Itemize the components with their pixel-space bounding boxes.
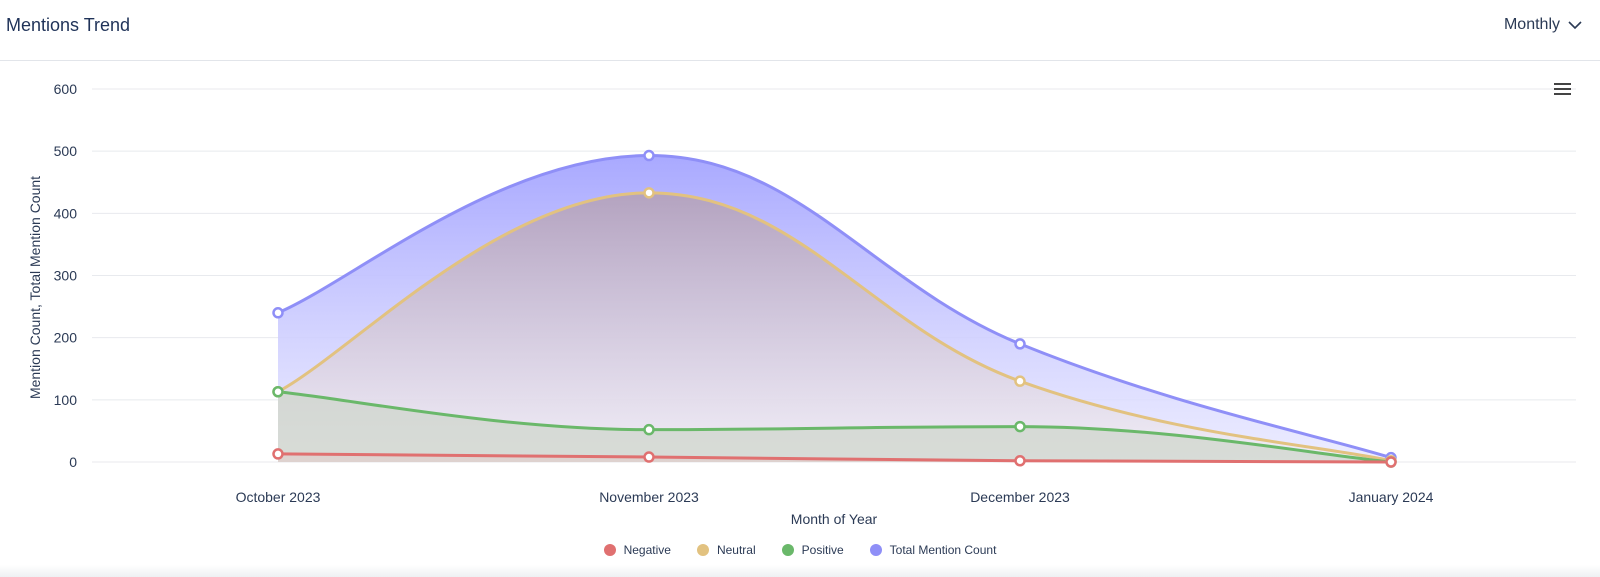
point-positive [1014, 420, 1026, 433]
hamburger-menu-icon[interactable] [1554, 82, 1572, 96]
line-neutral [277, 191, 1392, 463]
point-total-mention-count [272, 307, 284, 319]
point-negative [1014, 455, 1026, 467]
legend-label-neutral: Neutral [716, 543, 756, 557]
legend-dot-positive [781, 544, 794, 556]
legend-label-positive: Positive [801, 543, 844, 557]
legend-item-positive[interactable]: Positive [781, 543, 844, 557]
point-positive [643, 423, 655, 436]
point-negative [1385, 456, 1397, 468]
legend-item-total-mention-count[interactable]: Total Mention Count [869, 543, 997, 557]
y-tick-label: 0 [69, 454, 77, 470]
x-axis-title: Month of Year [791, 511, 878, 527]
y-tick-label: 100 [54, 392, 78, 408]
x-tick-label: January 2024 [1349, 489, 1434, 505]
chart-legend: Negative Neutral Positive Total Mention … [0, 543, 1600, 557]
legend-item-negative[interactable]: Negative [603, 543, 671, 557]
x-tick-label: December 2023 [970, 489, 1070, 505]
y-tick-label: 600 [54, 81, 78, 97]
legend-dot-negative [603, 544, 616, 556]
y-tick-label: 400 [54, 205, 78, 221]
legend-item-neutral[interactable]: Neutral [696, 543, 756, 557]
chevron-down-icon [1568, 20, 1582, 30]
point-neutral [643, 187, 655, 199]
point-positive [272, 386, 284, 398]
legend-dot-neutral [696, 544, 709, 556]
mentions-trend-chart: 0 100 200 300 400 500 600 October 2023 November … [27, 81, 1576, 527]
y-tick-label: 500 [54, 143, 78, 159]
legend-label-negative: Negative [623, 543, 671, 557]
point-negative [643, 451, 655, 463]
period-dropdown-label: Monthly [1503, 16, 1560, 33]
legend-dot-total-mention-count [869, 544, 882, 556]
x-tick-label: October 2023 [236, 489, 321, 505]
area-neutral [278, 192, 1391, 462]
area-positive [278, 391, 1391, 462]
y-tick-label: 300 [54, 268, 78, 284]
line-positive [277, 390, 1392, 464]
legend-label-total-mention-count: Total Mention Count [889, 543, 997, 557]
point-total-mention-count [643, 149, 655, 162]
chart-header: Mentions Trend Monthly [0, 0, 1600, 61]
point-neutral [1014, 375, 1026, 387]
line-total-mention-count [277, 154, 1392, 460]
line-negative [277, 452, 1392, 464]
point-total-mention-count [1014, 338, 1026, 350]
x-tick-label: November 2023 [599, 489, 699, 505]
chart-title: Mentions Trend [6, 15, 131, 35]
y-axis-title: Mention Count, Total Mention Count [27, 176, 43, 399]
point-negative [272, 448, 284, 460]
bottom-shadow [0, 565, 1600, 577]
y-tick-label: 200 [54, 330, 78, 346]
area-negative [278, 453, 1391, 462]
period-dropdown[interactable]: Monthly [1504, 16, 1582, 34]
